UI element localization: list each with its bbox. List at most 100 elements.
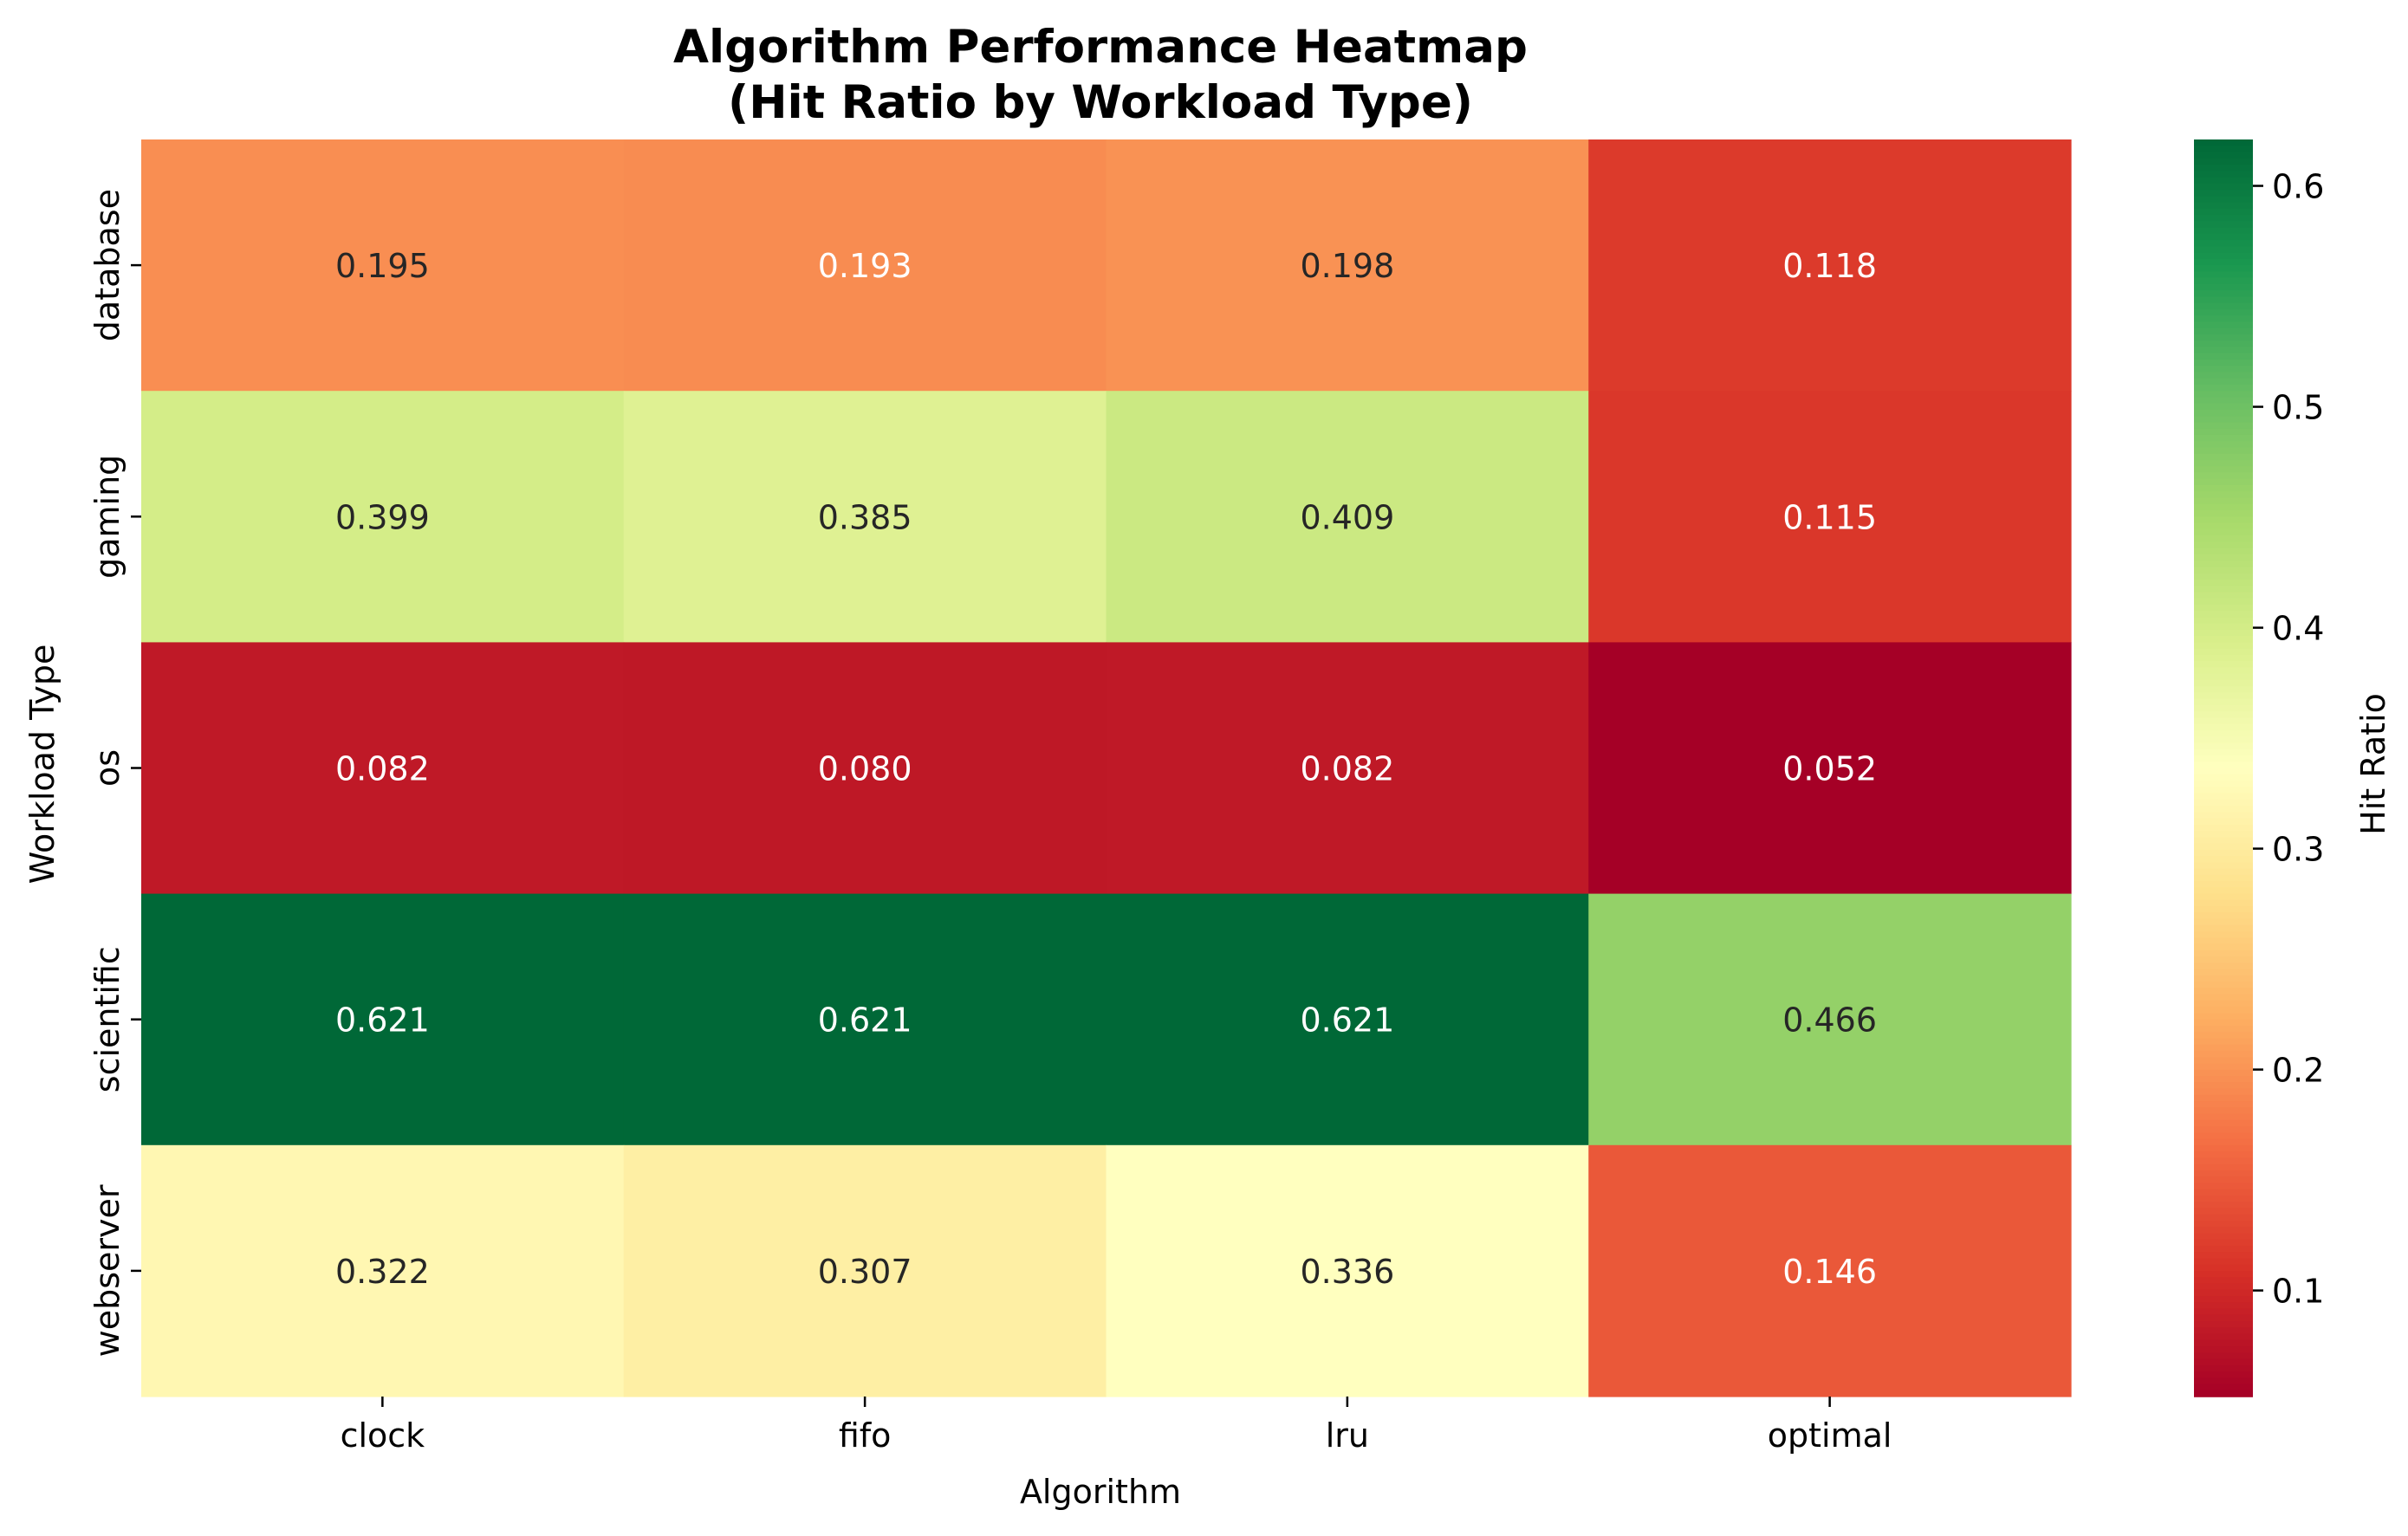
colorbar-segment: [2194, 943, 2253, 951]
heatmap-cell-os-fifo: [623, 642, 1107, 895]
colorbar-segment: [2194, 736, 2253, 744]
heatmap-cell-scientific-fifo: [623, 893, 1107, 1146]
colorbar-segment: [2194, 787, 2253, 794]
x-axis-label: Algorithm: [1020, 1473, 1181, 1511]
colorbar-segment: [2194, 315, 2253, 323]
colorbar-segment: [2194, 629, 2253, 637]
colorbar-segment: [2194, 491, 2253, 499]
colorbar-segment: [2194, 1075, 2253, 1084]
colorbar-segment: [2194, 422, 2253, 430]
colorbar-segment: [2194, 617, 2253, 625]
colorbar-segment: [2194, 366, 2253, 373]
colorbar-segment: [2194, 190, 2253, 198]
colorbar-segment: [2194, 372, 2253, 379]
colorbar-segment: [2194, 982, 2253, 989]
colorbar-segment: [2194, 1019, 2253, 1027]
colorbar-segment: [2194, 347, 2253, 354]
colorbar-segment: [2194, 409, 2253, 418]
colorbar-segment: [2194, 837, 2253, 845]
heatmap-cell-gaming-clock: [141, 391, 625, 643]
colorbar-segment: [2194, 868, 2253, 876]
colorbar-tick-label: 0.4: [2272, 610, 2324, 648]
cell-value-label: 0.118: [1782, 247, 1877, 285]
colorbar-segment: [2194, 1195, 2253, 1202]
colorbar-segment: [2194, 340, 2253, 348]
colorbar-segment: [2194, 949, 2253, 957]
colorbar-segment: [2194, 258, 2253, 266]
heatmap-cell-database-lru: [1106, 139, 1589, 392]
colorbar-segment: [2194, 378, 2253, 386]
colorbar-segment: [2194, 548, 2253, 555]
colorbar-segment: [2194, 441, 2253, 449]
colorbar-segment: [2194, 265, 2253, 273]
colorbar-segment: [2194, 918, 2253, 926]
colorbar-segment: [2194, 781, 2253, 788]
colorbar-segment: [2194, 654, 2253, 662]
colorbar-segment: [2194, 1252, 2253, 1260]
colorbar-segment: [2194, 1320, 2253, 1328]
colorbar-segment: [2194, 806, 2253, 813]
colorbar-segment: [2194, 906, 2253, 914]
y-axis: database gaming os scientific webserver: [88, 189, 141, 1357]
colorbar-segment: [2194, 962, 2253, 970]
heatmap-cell-os-clock: [141, 642, 625, 895]
colorbar-segment: [2194, 1101, 2253, 1109]
colorbar-segment: [2194, 165, 2253, 172]
colorbar-segment: [2194, 1364, 2253, 1372]
colorbar-segment: [2194, 171, 2253, 178]
colorbar-tick-label: 0.2: [2272, 1052, 2324, 1090]
colorbar-segment: [2194, 762, 2253, 769]
y-tick-label-os: os: [88, 749, 127, 787]
colorbar-segment: [2194, 1314, 2253, 1322]
colorbar-segment: [2194, 1057, 2253, 1065]
colorbar-segment: [2194, 516, 2253, 524]
colorbar-segment: [2194, 623, 2253, 631]
colorbar-segment: [2194, 327, 2253, 335]
colorbar-segment: [2194, 831, 2253, 839]
colorbar-segment: [2194, 561, 2253, 568]
colorbar-segment: [2194, 152, 2253, 159]
colorbar-segment: [2194, 485, 2253, 493]
colorbar-segment: [2194, 742, 2253, 750]
colorbar-segment: [2194, 1333, 2253, 1341]
colorbar-segment: [2194, 1227, 2253, 1235]
heatmap-cell-os-optimal: [1588, 642, 2072, 895]
colorbar-segment: [2194, 1327, 2253, 1335]
heatmap-cell-scientific-lru: [1106, 893, 1589, 1146]
heatmap-cell-webserver-fifo: [623, 1144, 1107, 1397]
colorbar-segment: [2194, 541, 2253, 549]
colorbar-segment: [2194, 554, 2253, 561]
cell-value-label: 0.193: [818, 247, 912, 285]
x-tick-label-optimal: optimal: [1768, 1416, 1892, 1455]
colorbar-segment: [2194, 812, 2253, 820]
colorbar-segment: [2194, 1270, 2253, 1278]
colorbar-segment: [2194, 1377, 2253, 1385]
colorbar-segment: [2194, 208, 2253, 216]
colorbar-segment: [2194, 717, 2253, 725]
heatmap-cell-scientific-clock: [141, 893, 625, 1146]
colorbar-segment: [2194, 648, 2253, 656]
colorbar-segment: [2194, 1000, 2253, 1008]
colorbar-segment: [2194, 642, 2253, 650]
colorbar-segment: [2194, 937, 2253, 945]
colorbar-segment: [2194, 924, 2253, 932]
colorbar-segment: [2194, 1384, 2253, 1391]
colorbar-segment: [2194, 755, 2253, 763]
x-tick-label-lru: lru: [1326, 1416, 1369, 1455]
colorbar-segment: [2194, 233, 2253, 241]
colorbar-segment: [2194, 768, 2253, 775]
colorbar-segment: [2194, 1157, 2253, 1165]
colorbar-segment: [2194, 510, 2253, 518]
cell-value-label: 0.621: [335, 1001, 430, 1040]
colorbar-segment: [2194, 1082, 2253, 1090]
colorbar-segment: [2194, 704, 2253, 713]
colorbar-segment: [2194, 1063, 2253, 1071]
heatmap-cell-database-fifo: [623, 139, 1107, 392]
cell-value-label: 0.082: [335, 750, 430, 788]
y-tick-label-webserver: webserver: [88, 1184, 127, 1357]
colorbar: 0.1 0.2 0.3 0.4 0.5 0.6: [2194, 139, 2324, 1397]
colorbar-segment: [2194, 1220, 2253, 1228]
colorbar-segment: [2194, 611, 2253, 619]
colorbar-segment: [2194, 240, 2253, 248]
